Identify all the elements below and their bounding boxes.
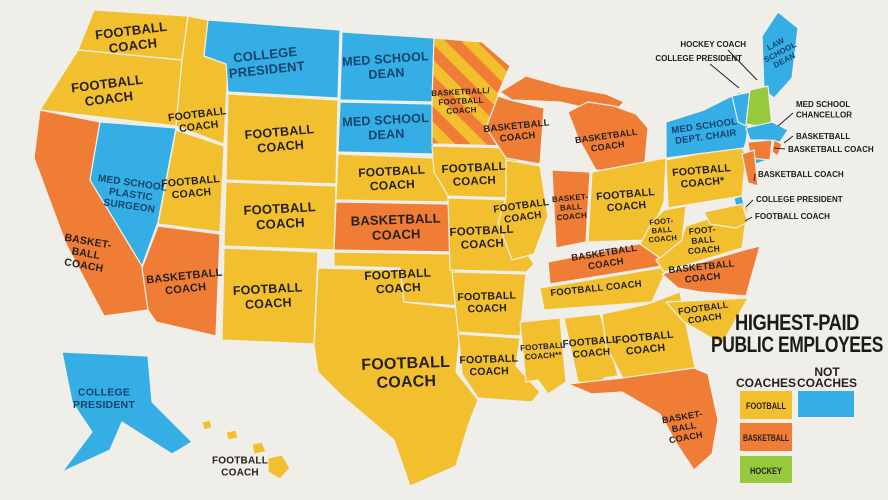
- callout-label-nj: BASKETBALL COACH: [758, 170, 844, 179]
- callouts-layer: HOCKEY COACH COLLEGE PRESIDENT MED SCHOOL C…: [655, 40, 874, 222]
- state-in: [551, 169, 591, 249]
- state-label-mn: BASKETBALL/FOOTBALLCOACH: [431, 86, 492, 117]
- legend-swatch-not-coaches: [798, 391, 854, 417]
- state-ak: [61, 351, 193, 473]
- state-label-ar: FOOTBALLCOACH: [457, 290, 517, 316]
- state-wi: [485, 95, 545, 165]
- state-label-la: FOOTBALLCOACH: [459, 353, 519, 379]
- state-label-in: BASKET-BALLCOACH: [552, 192, 591, 223]
- callout-label-md: FOOTBALL COACH: [755, 212, 830, 221]
- legend-swatch-basketball: [740, 423, 792, 451]
- state-nh: [745, 85, 773, 129]
- callout-line-md: [744, 216, 753, 222]
- callout-line-nh: [727, 49, 758, 81]
- legend-swatch-hockey: [740, 456, 792, 483]
- state-labels-layer: FOOTBALLCOACHFOOTBALLCOACHBASKET-BALLCOA…: [63, 19, 798, 479]
- state-label-ak: COLLEGE PRESIDENT: [73, 387, 135, 411]
- legend-coaches-header: COACHES: [736, 376, 796, 390]
- callout-label-ri: BASKETBALL: [796, 132, 850, 141]
- title-block: HIGHEST-PAID PUBLIC EMPLOYEES: [711, 310, 884, 357]
- state-label-wy: FOOTBALLCOACH: [244, 122, 316, 156]
- state-label-ms: FOOTBALLCOACH**: [520, 341, 566, 362]
- state-hi: [225, 429, 239, 441]
- state-label-tx: FOOTBALLCOACH: [361, 354, 451, 393]
- state-ms: [519, 317, 567, 395]
- legend-label-football: FOOTBALL: [746, 401, 786, 412]
- state-wv: [639, 205, 687, 259]
- callout-line-ma: [777, 112, 794, 127]
- state-label-ia: FOOTBALLCOACH: [441, 161, 506, 190]
- state-hi: [251, 441, 267, 455]
- state-label-co: FOOTBALLCOACH: [243, 199, 317, 233]
- state-label-pa: FOOTBALLCOACH*: [672, 162, 733, 191]
- callout-line-nj: [753, 173, 756, 182]
- state-label-mo: FOOTBALLCOACH: [449, 224, 514, 253]
- state-mi: [567, 101, 649, 173]
- state-mt: [203, 19, 341, 99]
- state-label-nm: FOOTBALLCOACH: [232, 280, 303, 312]
- state-label-ks: BASKETBALLCOACH: [350, 210, 441, 243]
- state-label-ut: FOOTBALLCOACH: [161, 173, 222, 202]
- state-label-or: FOOTBALLCOACH: [70, 72, 146, 111]
- state-hi: [201, 419, 213, 431]
- legend-swatch-football: [740, 391, 792, 419]
- state-ar: [451, 271, 527, 337]
- callout-label-vt: COLLEGE PRESIDENT: [655, 54, 742, 63]
- state-label-ga: FOOTBALLCOACH: [615, 329, 676, 359]
- state-il: [497, 159, 549, 261]
- legend: COACHES NOT COACHES FOOTBALL BASKETBALL …: [736, 365, 857, 483]
- callout-line-ri: [783, 135, 794, 144]
- state-tx: [313, 267, 479, 487]
- state-md: [703, 203, 749, 229]
- legend-not-coaches-header-line2: COACHES: [797, 376, 857, 390]
- state-tn: [539, 265, 669, 311]
- state-oh: [587, 157, 667, 243]
- state-la: [457, 333, 541, 403]
- state-ma: [745, 121, 789, 143]
- state-label-sd: MED SCHOOLDEAN: [342, 111, 430, 144]
- title-line-2: PUBLIC EMPLOYEES: [711, 332, 883, 357]
- state-ut: [157, 129, 225, 233]
- state-label-oh: FOOTBALLCOACH: [596, 186, 657, 215]
- state-fl: [567, 367, 719, 471]
- state-ga: [601, 291, 697, 381]
- state-sc: [665, 297, 749, 345]
- state-vt: [731, 91, 751, 127]
- states-layer: [33, 9, 799, 487]
- state-label-hi: FOOTBALL COACH: [212, 456, 268, 479]
- state-label-ok: FOOTBALLCOACH: [364, 266, 432, 297]
- callout-label-de: COLLEGE PRESIDENT: [756, 195, 843, 204]
- state-label-al: FOOTBALLCOACH: [562, 334, 620, 361]
- callout-line-vt: [709, 63, 740, 89]
- state-label-nd: MED SCHOOLDEAN: [342, 49, 431, 83]
- state-label-wv: FOOT-BALLCOACH: [647, 216, 678, 245]
- state-label-az: BASKETBALLCOACH: [146, 267, 225, 300]
- callout-line-ct: [773, 147, 786, 150]
- legend-not-coaches-header-line1: NOT: [814, 365, 840, 379]
- callout-label-ma: MED SCHOOL CHANCELLOR: [796, 100, 852, 120]
- state-az: [141, 225, 221, 337]
- title-line-1: HIGHEST-PAID: [735, 310, 859, 335]
- state-label-id: FOOTBALLCOACH: [167, 105, 229, 136]
- callout-label-nh: HOCKEY COACH: [680, 40, 746, 49]
- state-nc: [661, 245, 761, 297]
- legend-label-hockey: HOCKEY: [750, 466, 783, 477]
- state-label-va: FOOT-BALLCOACH: [686, 224, 721, 256]
- callout-label-ct: BASKETBALL COACH: [788, 145, 874, 154]
- state-nj: [741, 149, 759, 187]
- state-nv: [89, 121, 177, 267]
- state-label-wa: FOOTBALLCOACH: [94, 19, 170, 58]
- legend-label-basketball: BASKETBALL: [743, 433, 789, 444]
- state-hi: [267, 454, 291, 480]
- state-label-ne: FOOTBALLCOACH: [358, 163, 426, 194]
- state-label-wi: BASKETBALLCOACH: [483, 117, 551, 146]
- callout-line-de: [745, 199, 754, 208]
- state-wy: [225, 93, 339, 185]
- state-label-nc: BASKETBALLCOACH: [668, 258, 736, 287]
